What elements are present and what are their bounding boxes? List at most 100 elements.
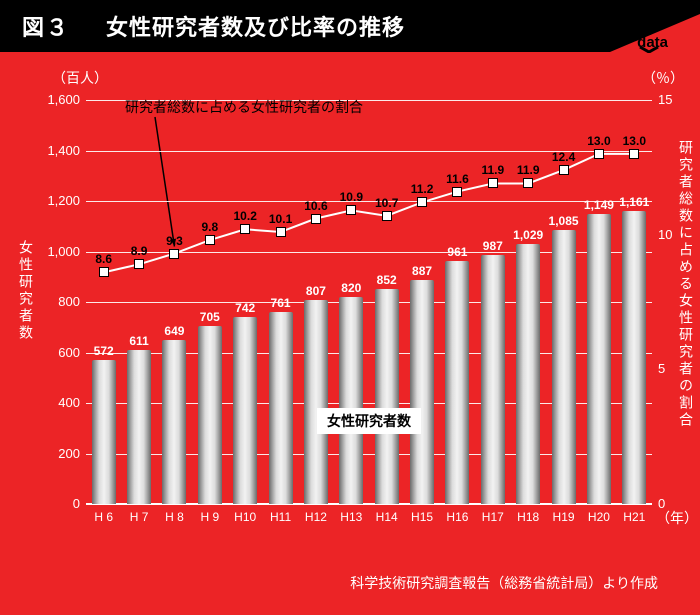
y-left-tick: 1,200 xyxy=(40,193,80,208)
bar xyxy=(162,340,186,504)
x-unit: （年） xyxy=(656,508,698,528)
line-value-label: 9.3 xyxy=(166,234,183,248)
bar-value-label: 1,085 xyxy=(549,214,579,228)
y-left-title: 女性研究者数 xyxy=(16,240,36,342)
x-tick: H21 xyxy=(623,510,645,524)
y-left-tick: 0 xyxy=(40,496,80,511)
x-tick: H10 xyxy=(234,510,256,524)
bar xyxy=(127,350,151,504)
line-annotation: 研究者総数に占める女性研究者の割合 xyxy=(125,97,363,117)
source-text: 科学技術研究調査報告（総務省統計局）より作成 xyxy=(350,573,658,593)
bar xyxy=(445,261,469,504)
line-marker xyxy=(169,249,179,259)
line-marker xyxy=(452,187,462,197)
x-tick: H15 xyxy=(411,510,433,524)
y-right-tick: 5 xyxy=(658,361,688,376)
bar-value-label: 1,149 xyxy=(584,198,614,212)
bar xyxy=(587,214,611,504)
line-marker xyxy=(134,259,144,269)
line-marker xyxy=(346,205,356,215)
line-value-label: 8.6 xyxy=(95,252,112,266)
x-tick: H12 xyxy=(305,510,327,524)
line-value-label: 9.8 xyxy=(201,220,218,234)
y-right-tick: 15 xyxy=(658,92,688,107)
bar-value-label: 1,161 xyxy=(619,195,649,209)
bar-value-label: 807 xyxy=(306,284,326,298)
y-right-unit: （％） xyxy=(642,68,684,88)
bar xyxy=(622,211,646,504)
y-left-unit: （百人） xyxy=(52,68,108,88)
bar-value-label: 987 xyxy=(483,239,503,253)
bar-value-label: 742 xyxy=(235,301,255,315)
y-left-tick: 600 xyxy=(40,345,80,360)
bar-value-label: 852 xyxy=(377,273,397,287)
bar xyxy=(269,312,293,504)
bar-series-label: 女性研究者数 xyxy=(317,408,421,434)
line-marker xyxy=(240,224,250,234)
line-value-label: 8.9 xyxy=(131,244,148,258)
data-label: data xyxy=(637,34,668,51)
bar xyxy=(481,255,505,504)
line-marker xyxy=(488,178,498,188)
bar xyxy=(339,297,363,504)
line-marker xyxy=(523,178,533,188)
figure-container: 図３ 女性研究者数及び比率の推移 data （百人） （％） 女性研究者数 研究者総数… xyxy=(0,0,700,615)
line-value-label: 11.6 xyxy=(446,172,469,186)
figure-title: 女性研究者数及び比率の推移 xyxy=(106,10,405,42)
bar-value-label: 611 xyxy=(129,334,148,348)
bar-value-label: 820 xyxy=(341,281,361,295)
x-tick: H20 xyxy=(588,510,610,524)
y-left-tick: 200 xyxy=(40,446,80,461)
line-value-label: 10.9 xyxy=(340,190,363,204)
line-value-label: 13.0 xyxy=(623,134,646,148)
x-tick: H13 xyxy=(340,510,362,524)
x-tick: H17 xyxy=(482,510,504,524)
line-value-label: 11.9 xyxy=(481,163,504,177)
figure-number: 図３ xyxy=(22,10,70,42)
line-value-label: 11.2 xyxy=(411,182,434,196)
line-value-label: 11.9 xyxy=(517,163,540,177)
y-right-tick: 10 xyxy=(658,227,688,242)
chart-area: （百人） （％） 女性研究者数 研究者総数に占める女性研究者の割合 0 200 400 600… xyxy=(0,52,700,615)
x-tick: H 9 xyxy=(200,510,219,524)
x-tick: H 7 xyxy=(130,510,149,524)
y-left-tick: 1,400 xyxy=(40,143,80,158)
x-tick: H18 xyxy=(517,510,539,524)
x-tick: H 8 xyxy=(165,510,184,524)
line-marker xyxy=(559,165,569,175)
y-left-tick: 1,600 xyxy=(40,92,80,107)
line-marker xyxy=(311,214,321,224)
line-marker xyxy=(99,267,109,277)
line-marker xyxy=(276,227,286,237)
y-left-tick: 800 xyxy=(40,294,80,309)
x-tick: H11 xyxy=(270,510,291,524)
line-value-label: 10.6 xyxy=(304,199,327,213)
line-value-label: 10.2 xyxy=(234,209,257,223)
x-tick: H 6 xyxy=(94,510,113,524)
x-tick: H14 xyxy=(376,510,398,524)
x-tick: H16 xyxy=(446,510,468,524)
line-value-label: 12.4 xyxy=(552,150,575,164)
line-marker xyxy=(594,149,604,159)
bar-value-label: 961 xyxy=(447,245,467,259)
line-marker xyxy=(629,149,639,159)
bar xyxy=(233,317,257,504)
bar xyxy=(304,300,328,504)
bar xyxy=(198,326,222,504)
bar-value-label: 1,029 xyxy=(513,228,543,242)
bar-value-label: 705 xyxy=(200,310,220,324)
line-value-label: 13.0 xyxy=(587,134,610,148)
y-right-title: 研究者総数に占める女性研究者の割合 xyxy=(676,140,696,429)
bar xyxy=(552,230,576,504)
line-marker xyxy=(417,197,427,207)
gridline xyxy=(86,201,652,202)
y-left-tick: 400 xyxy=(40,395,80,410)
bar xyxy=(375,289,399,504)
bar-value-label: 887 xyxy=(412,264,432,278)
bar-value-label: 649 xyxy=(164,324,184,338)
bar xyxy=(92,360,116,504)
x-tick: H19 xyxy=(553,510,575,524)
line-marker xyxy=(382,211,392,221)
bar xyxy=(410,280,434,504)
line-marker xyxy=(205,235,215,245)
